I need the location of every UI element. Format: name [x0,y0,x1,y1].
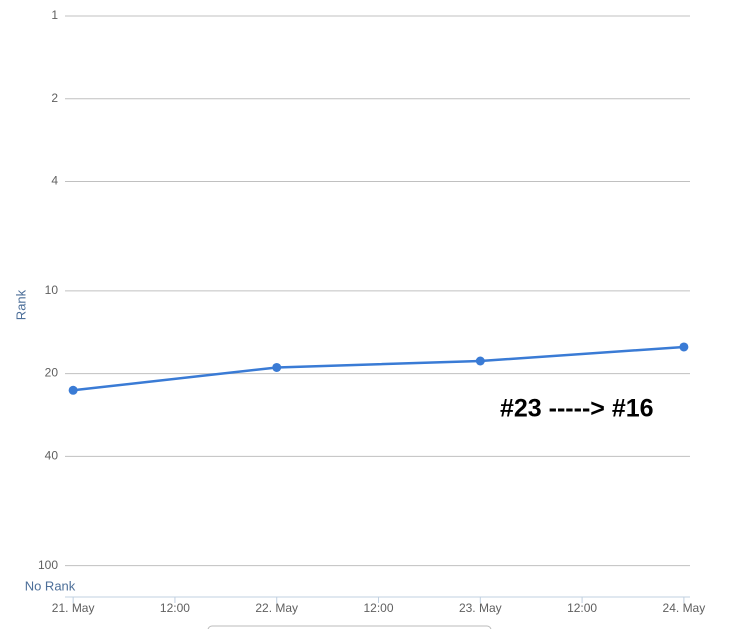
line [73,345,684,392]
x-tick-label: 21. May [52,601,95,615]
x-tick-label: 22. May [255,601,298,615]
point [679,342,689,352]
x-tick-label: 23. May [459,601,502,615]
no-rank-label: No Rank [25,578,76,593]
y-tick-label: 20 [45,366,59,380]
point [272,362,282,372]
y-tick-label: 2 [51,91,58,105]
annotation: #23 -----> #16 [500,395,654,423]
x-tick-label: 24. May [663,601,706,615]
x-tick-label: 12:00 [364,601,394,615]
x-tick-label: 12:00 [567,601,597,615]
y-tick-label: 100 [38,558,58,572]
point [68,385,78,395]
y-axis-label: Rank [13,289,28,320]
point [475,356,485,366]
x-tick-label: 12:00 [160,601,190,615]
y-tick-label: 4 [51,174,58,188]
y-tick-label: 40 [45,448,59,462]
y-tick-label: 10 [45,283,59,297]
y-tick-label: 1 [51,8,58,22]
scrollbar [207,625,492,629]
